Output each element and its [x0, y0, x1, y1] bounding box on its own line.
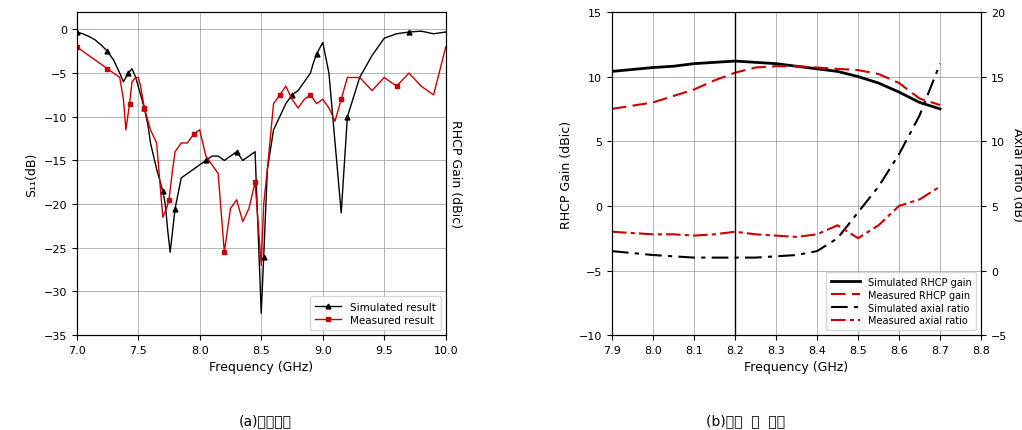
Measured result [256, 263, 268, 268]
Measured result [71, 45, 83, 50]
Text: (b)이득  및  축비: (b)이득 및 축비 [706, 413, 786, 427]
Simulated result [205, 154, 218, 159]
Y-axis label: RHCP Gain (dBic): RHCP Gain (dBic) [450, 120, 463, 228]
Measured result [150, 141, 162, 146]
Text: (a)반사손실: (a)반사손실 [239, 413, 292, 427]
Simulated result [256, 311, 268, 316]
Measured result [124, 102, 136, 107]
Y-axis label: RHCP Gain (dBic): RHCP Gain (dBic) [560, 120, 573, 228]
Simulated result [268, 128, 280, 133]
X-axis label: Frequency (GHz): Frequency (GHz) [210, 361, 314, 374]
Y-axis label: Axial ratio (dB): Axial ratio (dB) [1011, 127, 1022, 221]
Simulated result [415, 30, 427, 35]
Simulated result [231, 150, 243, 155]
X-axis label: Frequency (GHz): Frequency (GHz) [744, 361, 848, 374]
Simulated result [118, 80, 130, 85]
Simulated result [262, 167, 274, 172]
Measured result [162, 198, 175, 203]
Measured result [160, 206, 173, 212]
Measured result [262, 167, 274, 172]
Simulated result [71, 31, 83, 36]
Simulated result [439, 31, 452, 36]
Line: Simulated result: Simulated result [75, 30, 449, 316]
Measured result [138, 106, 150, 111]
Simulated result [175, 176, 187, 181]
Legend: Simulated RHCP gain, Measured RHCP gain, Simulated axial ratio, Measured axial r: Simulated RHCP gain, Measured RHCP gain,… [826, 272, 976, 331]
Measured result [439, 45, 452, 50]
Legend: Simulated result, Measured result: Simulated result, Measured result [310, 297, 440, 330]
Y-axis label: S₁₁(dB): S₁₁(dB) [25, 152, 38, 196]
Line: Measured result: Measured result [75, 45, 449, 268]
